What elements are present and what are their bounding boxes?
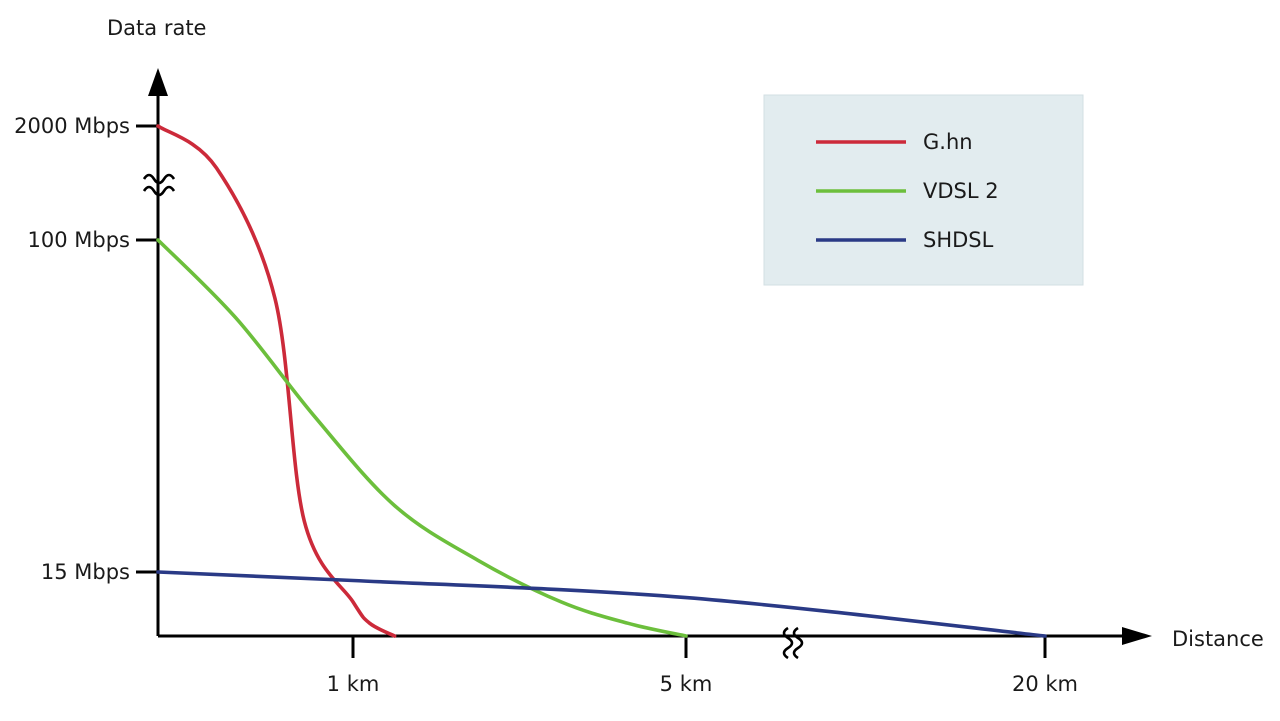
y-tick-label: 100 Mbps: [28, 228, 130, 252]
legend-label-g-hn: G.hn: [923, 130, 973, 154]
legend-label-vdsl-2: VDSL 2: [923, 179, 999, 203]
x-tick-label: 20 km: [1012, 672, 1078, 696]
y-axis-arrowhead: [148, 68, 168, 96]
y-ticks: 2000 Mbps 100 Mbps 15 Mbps: [14, 114, 158, 584]
y-tick-label: 2000 Mbps: [14, 114, 130, 138]
series-lines: [156, 124, 1047, 638]
series-line-g-hn: [156, 124, 397, 638]
series-line-shdsl: [156, 570, 1047, 638]
y-axis-break-icon: [142, 173, 176, 197]
legend-label-shdsl: SHDSL: [923, 228, 994, 252]
series-line-vdsl-2: [156, 238, 688, 638]
x-ticks: 1 km 5 km 20 km: [327, 636, 1078, 696]
x-axis-arrowhead: [1122, 627, 1152, 645]
x-tick-label: 5 km: [660, 672, 713, 696]
legend: G.hn VDSL 2 SHDSL: [763, 94, 1084, 286]
x-tick-label: 1 km: [327, 672, 380, 696]
y-axis-label: Data rate: [107, 16, 206, 40]
y-tick-label: 15 Mbps: [41, 560, 130, 584]
x-axis-break-icon: [782, 626, 804, 660]
x-axis-label: Distance: [1172, 627, 1264, 651]
